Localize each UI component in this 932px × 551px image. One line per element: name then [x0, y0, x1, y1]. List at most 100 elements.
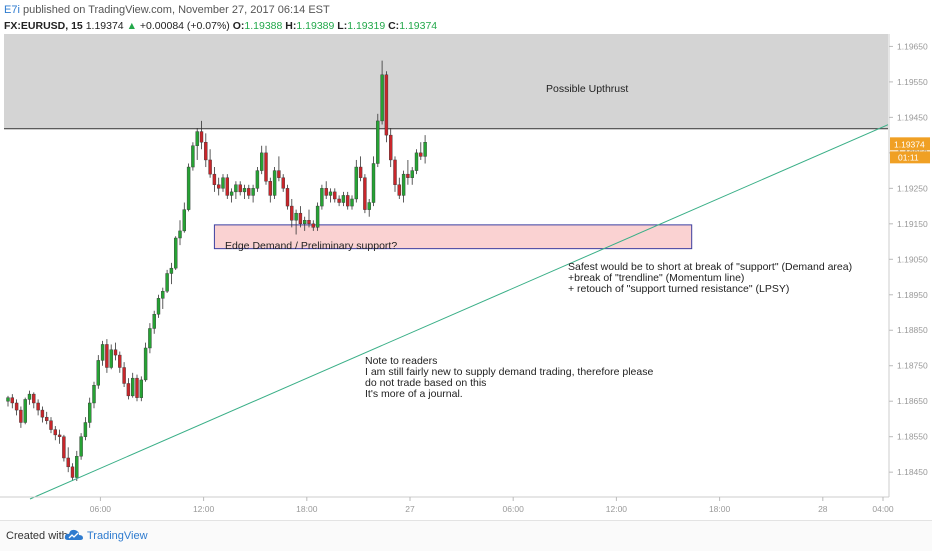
candle [251, 184, 255, 203]
time-axis[interactable]: 06:00 12:00 18:00 27 06:00 12:00 18:00 28 04:00 [0, 496, 894, 514]
candle [32, 392, 36, 409]
time-tick-label: 06:00 [503, 504, 525, 514]
candle [161, 287, 165, 309]
candle [350, 195, 354, 210]
price-tick-label: 1.19650 [897, 41, 928, 51]
candle [156, 294, 161, 318]
candle [178, 220, 182, 246]
candle [358, 156, 363, 182]
candle [139, 376, 144, 402]
candle [173, 236, 178, 270]
time-tick-label: 04:00 [872, 504, 894, 514]
candle [268, 177, 272, 203]
ohlc-legend: FX:EURUSD, 15 1.19374 ▲ +0.00084 (+0.07%… [4, 19, 437, 34]
candle [225, 174, 230, 199]
candle [212, 167, 217, 192]
annotations-layer: Possible Upthrust Edge Demand / Prelimina… [225, 83, 852, 400]
tradingview-brand[interactable]: TradingView [87, 530, 148, 542]
high-label: H: [285, 20, 297, 32]
candle [410, 167, 414, 185]
candle [320, 184, 324, 210]
last-price-tag: 1.19374 01:11 [890, 137, 930, 164]
time-tick-label: 18:00 [709, 504, 731, 514]
symbol-label[interactable]: FX:EURUSD, 15 [4, 20, 83, 32]
candle [414, 149, 419, 175]
candle [23, 397, 27, 425]
candle [195, 128, 199, 160]
price-tick-label: 1.18750 [897, 361, 928, 371]
candle [40, 406, 45, 423]
candle [337, 195, 341, 207]
candle [19, 406, 23, 428]
candle [294, 209, 298, 235]
candle [298, 206, 303, 228]
candle [135, 374, 139, 402]
candle [401, 170, 406, 203]
annotation-demand: Edge Demand / Preliminary support? [225, 240, 397, 252]
candle [53, 426, 57, 441]
open-value: 1.19388 [244, 20, 283, 32]
candle [109, 344, 113, 370]
candle [49, 417, 53, 434]
candle [83, 417, 88, 441]
candle [79, 433, 83, 460]
candle [247, 184, 251, 199]
candle [341, 191, 346, 207]
tradingview-cloud-icon[interactable] [64, 528, 84, 542]
candle [367, 198, 371, 217]
candle [208, 149, 212, 178]
time-tick-label: 27 [405, 504, 415, 514]
low-value: 1.19319 [347, 20, 386, 32]
candle [346, 191, 350, 210]
candle [307, 209, 311, 228]
candle [221, 174, 225, 192]
price-tick-label: 1.18550 [897, 432, 928, 442]
price-chart[interactable]: Possible Upthrust Edge Demand / Prelimina… [0, 34, 932, 520]
countdown-label: 01:11 [898, 152, 919, 162]
candle [96, 355, 101, 389]
time-tick-label: 18:00 [296, 504, 318, 514]
candle [384, 71, 389, 143]
candle [380, 60, 384, 125]
candle [148, 323, 152, 354]
footer-bar: Created with TradingView [0, 520, 932, 551]
candle [126, 378, 131, 400]
candle [406, 159, 410, 185]
annotation-note: Note to readers I am still fairly new to … [365, 355, 653, 400]
candle [397, 177, 401, 199]
candle [393, 156, 397, 192]
chart-header: E7i published on TradingView.com, Novemb… [0, 0, 932, 34]
candle [234, 181, 238, 199]
candle [27, 390, 32, 405]
author-link[interactable]: E7i [4, 4, 20, 16]
candle [315, 202, 320, 231]
candle [118, 351, 122, 373]
candle [122, 362, 126, 388]
candle [324, 181, 328, 199]
price-tick-label: 1.19450 [897, 112, 928, 122]
candle [264, 145, 268, 185]
candle [14, 399, 19, 416]
candle [130, 372, 135, 398]
candle [272, 167, 277, 199]
price-tick-label: 1.18850 [897, 325, 928, 335]
candle [199, 120, 204, 150]
candle [169, 262, 174, 285]
candle [277, 156, 281, 182]
candle [6, 395, 10, 407]
publish-line: E7i published on TradingView.com, Novemb… [4, 3, 330, 18]
zones-layer [4, 34, 888, 250]
annotation-safest: Safest would be to short at break of "su… [568, 261, 852, 295]
price-tick-label: 1.19050 [897, 254, 928, 264]
candle [182, 202, 187, 233]
time-tick-label: 12:00 [193, 504, 215, 514]
candle [419, 142, 423, 160]
candle [216, 177, 221, 196]
candles-layer [6, 60, 427, 482]
candle [36, 399, 40, 416]
candle [152, 310, 156, 334]
candle [376, 113, 380, 168]
candle [285, 184, 290, 210]
price-change: +0.00084 (+0.07%) [139, 20, 230, 32]
price-axis[interactable]: 1.196501.195501.194501.193501.192501.191… [888, 34, 928, 497]
